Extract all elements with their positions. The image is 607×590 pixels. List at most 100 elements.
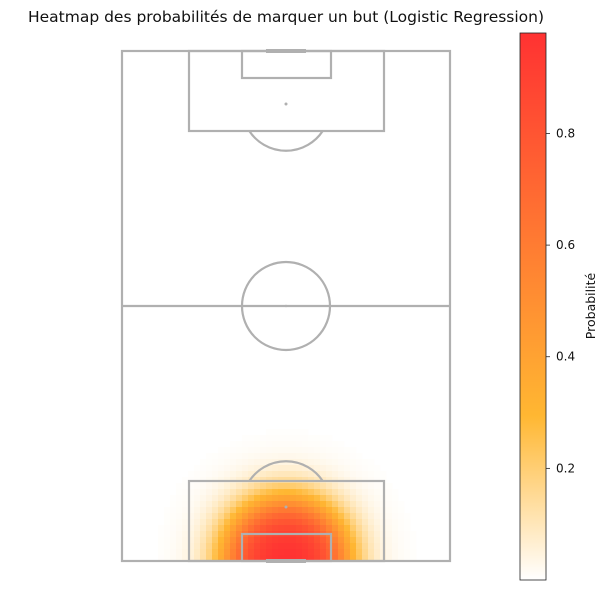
heatmap-cell xyxy=(260,483,267,490)
heatmap-cell xyxy=(410,537,417,544)
heatmap-cell xyxy=(350,501,357,508)
heatmap-cell xyxy=(230,531,237,538)
heatmap-cell xyxy=(164,537,171,544)
heatmap-cell xyxy=(236,453,243,460)
heatmap-cell xyxy=(374,543,381,550)
heatmap-cell xyxy=(272,513,279,520)
heatmap-cell xyxy=(290,501,297,508)
heatmap-cell xyxy=(182,483,189,490)
heatmap-cell xyxy=(296,471,303,478)
heatmap-cell xyxy=(218,447,225,454)
heatmap-cell xyxy=(224,471,231,478)
heatmap-cell xyxy=(302,495,309,502)
heatmap-cell xyxy=(206,507,213,514)
heatmap-cell xyxy=(182,489,189,496)
heatmap-cell xyxy=(344,501,351,508)
heatmap-cell xyxy=(230,465,237,472)
heatmap-cell xyxy=(266,453,273,460)
heatmap-cell xyxy=(374,537,381,544)
heatmap-cell xyxy=(194,513,201,520)
heatmap-cell xyxy=(182,525,189,532)
heatmap-cell xyxy=(212,549,219,556)
heatmap-cell xyxy=(392,501,399,508)
heatmap-cell xyxy=(308,447,315,454)
heatmap-cell xyxy=(182,549,189,556)
heatmap-cell xyxy=(230,501,237,508)
heatmap-cell xyxy=(260,513,267,520)
heatmap-cell xyxy=(368,549,375,556)
heatmap-cell xyxy=(350,531,357,538)
heatmap-cell xyxy=(314,465,321,472)
heatmap-cell xyxy=(236,489,243,496)
heatmap-cell xyxy=(320,489,327,496)
heatmap-cell xyxy=(218,471,225,478)
heatmap-cell xyxy=(230,459,237,466)
heatmap-cell xyxy=(326,459,333,466)
heatmap-cell xyxy=(278,435,285,442)
heatmap-cell xyxy=(290,435,297,442)
heatmap-cell xyxy=(314,549,321,556)
heatmap-cell xyxy=(356,471,363,478)
heatmap-cell xyxy=(236,507,243,514)
heatmap-cell xyxy=(248,441,255,448)
heatmap-cell xyxy=(320,471,327,478)
heatmap-cell xyxy=(356,519,363,526)
heatmap-cell xyxy=(392,525,399,532)
heatmap-cell xyxy=(212,501,219,508)
heatmap-cell xyxy=(278,543,285,550)
heatmap-cell xyxy=(344,495,351,502)
heatmap-cell xyxy=(242,471,249,478)
heatmap-cell xyxy=(212,489,219,496)
heatmap-cell xyxy=(386,489,393,496)
heatmap-cell xyxy=(386,519,393,526)
heatmap-cell xyxy=(374,549,381,556)
heatmap-cell xyxy=(374,483,381,490)
heatmap-cell xyxy=(392,537,399,544)
heatmap-cell xyxy=(314,537,321,544)
heatmap-cell xyxy=(302,441,309,448)
heatmap-cell xyxy=(320,537,327,544)
heatmap-cell xyxy=(338,441,345,448)
heatmap-cell xyxy=(314,453,321,460)
heatmap-cell xyxy=(278,441,285,448)
colorbar-label: Probabilité xyxy=(583,273,598,340)
heatmap-cell xyxy=(206,549,213,556)
colorbar-tick-label: 0.2 xyxy=(556,461,575,475)
heatmap-cell xyxy=(212,513,219,520)
heatmap-cell xyxy=(398,519,405,526)
heatmap-cell xyxy=(350,519,357,526)
heatmap-cell xyxy=(296,483,303,490)
heatmap-cell xyxy=(170,531,177,538)
heatmap-cell xyxy=(344,537,351,544)
heatmap-cell xyxy=(194,471,201,478)
heatmap-cell xyxy=(170,501,177,508)
heatmap-cell xyxy=(374,507,381,514)
heatmap-cell xyxy=(218,501,225,508)
heatmap-cell xyxy=(218,465,225,472)
heatmap-cell xyxy=(170,495,177,502)
heatmap-cell xyxy=(170,507,177,514)
heatmap-cell xyxy=(404,525,411,532)
heatmap-cell xyxy=(170,525,177,532)
heatmap-cell xyxy=(368,483,375,490)
heatmap-cell xyxy=(236,495,243,502)
heatmap-cell xyxy=(308,453,315,460)
heatmap-cell xyxy=(404,537,411,544)
heatmap-cell xyxy=(308,435,315,442)
heatmap-cell xyxy=(278,447,285,454)
heatmap-cell xyxy=(260,453,267,460)
heatmap-cell xyxy=(212,453,219,460)
heatmap-cell xyxy=(290,507,297,514)
heatmap-cell xyxy=(236,483,243,490)
heatmap-cell xyxy=(218,483,225,490)
heatmap-cell xyxy=(206,489,213,496)
heatmap-cell xyxy=(344,465,351,472)
heatmap-cell xyxy=(164,519,171,526)
heatmap-cell xyxy=(158,549,165,556)
heatmap-cell xyxy=(290,489,297,496)
heatmap-cell xyxy=(314,501,321,508)
heatmap-cell xyxy=(332,543,339,550)
heatmap-cell xyxy=(356,495,363,502)
heatmap-cell xyxy=(338,531,345,538)
heatmap-cell xyxy=(362,525,369,532)
